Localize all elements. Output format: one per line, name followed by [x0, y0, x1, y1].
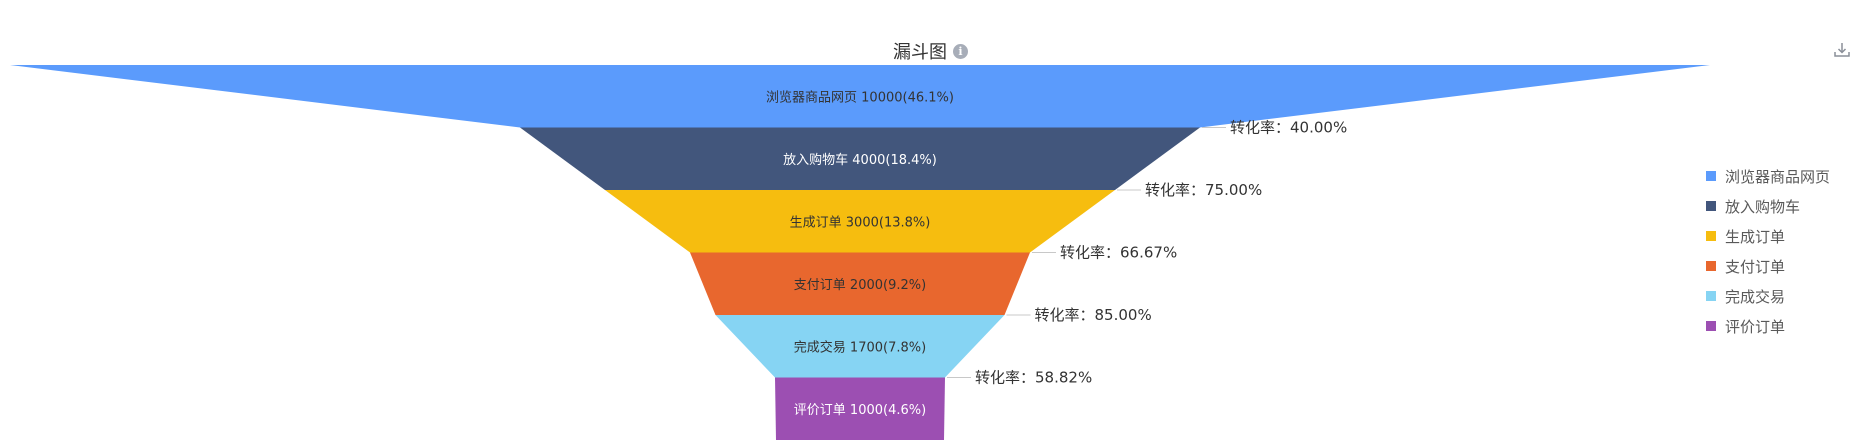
- segment-label: 放入购物车 4000(18.4%): [783, 152, 937, 168]
- legend-label: 支付订单: [1725, 257, 1786, 276]
- legend-swatch: [1706, 291, 1716, 301]
- legend-swatch: [1706, 321, 1716, 331]
- funnel-segment[interactable]: [690, 252, 1030, 316]
- funnel-segment[interactable]: [775, 377, 945, 441]
- chart-title: 漏斗图 i: [893, 38, 968, 64]
- funnel-segment[interactable]: [605, 190, 1115, 253]
- legend-swatch: [1706, 201, 1716, 211]
- chart-title-text: 漏斗图: [893, 42, 947, 63]
- legend-label: 生成订单: [1725, 227, 1786, 246]
- conversion-label: 转化率：75.00%: [1145, 181, 1262, 199]
- legend-label: 放入购物车: [1725, 197, 1801, 216]
- segment-label: 生成订单 3000(13.8%): [790, 215, 931, 230]
- funnel-segment[interactable]: [715, 315, 1005, 378]
- conversion-label: 转化率：85.00%: [1035, 306, 1152, 324]
- segment-label: 支付订单 2000(9.2%): [794, 278, 926, 293]
- segment-label: 浏览器商品网页 10000(46.1%): [766, 89, 954, 105]
- legend-item[interactable]: 支付订单: [1706, 256, 1830, 276]
- legend-swatch: [1706, 261, 1716, 271]
- legend-swatch: [1706, 171, 1716, 181]
- legend-item[interactable]: 浏览器商品网页: [1706, 166, 1830, 186]
- funnel-segment[interactable]: [520, 127, 1200, 191]
- legend-item[interactable]: 完成交易: [1706, 286, 1830, 306]
- segment-label: 评价订单 1000(4.6%): [794, 403, 926, 418]
- legend-item[interactable]: 评价订单: [1706, 316, 1830, 336]
- legend: 浏览器商品网页 放入购物车生成订单支付订单完成交易评价订单: [1706, 166, 1830, 336]
- conversion-label: 转化率：40.00%: [1230, 119, 1347, 137]
- info-icon[interactable]: i: [953, 43, 968, 59]
- legend-swatch: [1706, 231, 1716, 241]
- legend-label: 浏览器商品网页: [1725, 167, 1831, 186]
- download-icon[interactable]: [1832, 40, 1852, 60]
- legend-label: 完成交易: [1725, 287, 1786, 306]
- legend-label: 评价订单: [1725, 317, 1786, 336]
- funnel-segment[interactable]: [10, 65, 1710, 128]
- legend-item[interactable]: 放入购物车: [1706, 196, 1830, 216]
- conversion-label: 转化率：66.67%: [1060, 244, 1177, 262]
- segment-label: 完成交易 1700(7.8%): [794, 339, 926, 355]
- conversion-label: 转化率：58.82%: [975, 369, 1092, 387]
- legend-item[interactable]: 生成订单: [1706, 226, 1830, 246]
